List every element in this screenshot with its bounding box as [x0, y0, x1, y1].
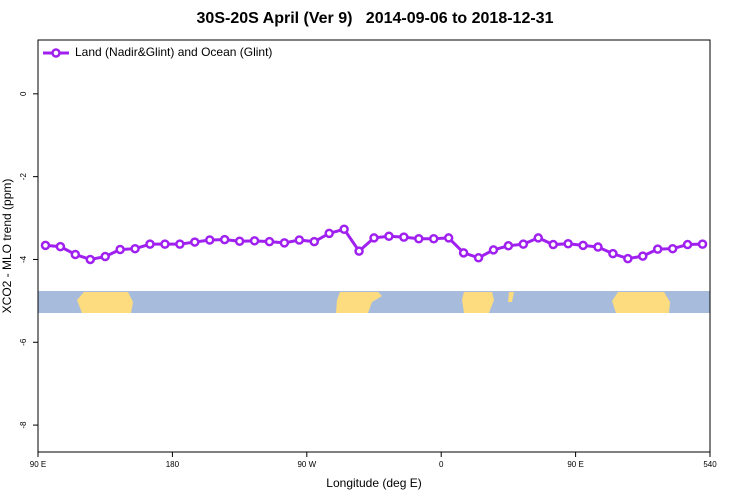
data-point — [652, 244, 663, 254]
data-point — [324, 228, 334, 239]
data-point — [264, 236, 275, 247]
data-point — [204, 235, 215, 245]
data-point — [55, 241, 66, 252]
data-point — [458, 248, 469, 258]
x-tick-label: 180 — [166, 460, 180, 469]
y-tick-label: -6 — [19, 338, 28, 346]
x-tick-label: 90 E — [30, 460, 46, 469]
chart-title: 30S-20S April (Ver 9) 2014-09-06 to 2018… — [197, 10, 554, 27]
data-point — [488, 245, 499, 255]
data-point — [638, 251, 648, 261]
x-tick-label: 0 — [439, 460, 444, 469]
x-tick-label: 540 — [703, 460, 717, 469]
data-point — [309, 236, 320, 247]
data-point — [369, 233, 379, 243]
data-point — [249, 236, 260, 246]
data-point — [384, 231, 394, 242]
data-point — [219, 234, 230, 245]
data-point — [160, 239, 170, 249]
data-point — [339, 224, 349, 234]
data-point — [593, 242, 603, 252]
data-point — [190, 237, 200, 247]
legend-label: Land (Nadir&Glint) and Ocean (Glint) — [75, 45, 272, 59]
data-point — [563, 238, 573, 249]
data-point — [279, 238, 290, 248]
data-point — [130, 243, 140, 254]
data-point — [70, 249, 81, 260]
y-axis-label: XCO2 - MLO trend (ppm) — [0, 179, 14, 314]
data-point — [414, 234, 424, 244]
data-point — [115, 244, 125, 255]
y-tick-label: -2 — [19, 173, 28, 181]
y-tick-label: -8 — [19, 421, 28, 429]
data-point — [578, 240, 588, 251]
data-point — [533, 233, 544, 243]
data-point — [682, 239, 693, 250]
data-point — [399, 232, 409, 242]
data-point — [175, 239, 185, 249]
data-point — [145, 239, 155, 249]
data-point — [443, 233, 454, 243]
data-point — [667, 243, 678, 254]
x-tick-label: 90 E — [567, 460, 583, 469]
data-point — [623, 253, 633, 264]
data-point — [503, 241, 514, 251]
data-point — [428, 234, 439, 244]
data-point — [294, 235, 305, 245]
y-tick-label: -4 — [19, 255, 28, 263]
plot-frame — [37, 39, 711, 453]
legend-marker — [51, 48, 61, 58]
y-tick-label: 0 — [19, 91, 28, 96]
data-point — [697, 239, 708, 249]
data-point — [100, 251, 110, 262]
x-axis-label: Longitude (deg E) — [326, 476, 421, 490]
data-point — [608, 248, 618, 259]
data-point — [518, 239, 529, 249]
data-point — [234, 236, 245, 246]
data-point — [354, 246, 364, 256]
data-point — [473, 253, 484, 263]
data-point — [85, 254, 96, 265]
map-strip — [38, 291, 710, 313]
data-point — [548, 239, 558, 250]
data-point — [40, 240, 51, 251]
x-tick-label: 90 W — [297, 460, 316, 469]
